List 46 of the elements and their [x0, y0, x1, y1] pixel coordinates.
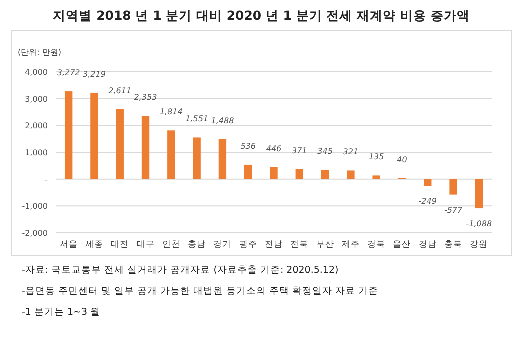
annotation: -읍면동 주민센터 및 일부 공개 가능한 대법원 등기소의 주택 확정일자 자료 기준 [22, 286, 379, 297]
data-label: 1,488 [211, 116, 234, 126]
y-tick-label: 2,000 [25, 122, 48, 131]
x-tick-label: 제주 [342, 240, 360, 250]
x-tick-label: 강원 [470, 240, 488, 250]
y-tick-label: -1,000 [22, 202, 48, 212]
y-tick-label: 3,000 [25, 94, 48, 104]
x-tick-label: 경남 [418, 240, 437, 250]
x-tick-label: 전북 [290, 240, 309, 250]
x-tick-label: 울산 [393, 240, 412, 250]
data-label: -1,088 [466, 220, 492, 229]
ylabel: (단위: 만원) [18, 48, 62, 57]
x-tick-label: 대전 [111, 240, 130, 250]
x-tick-label: 경기 [214, 240, 232, 250]
data-label: 135 [368, 152, 384, 162]
data-label: 1,551 [186, 114, 209, 124]
y-tick-label: 1,000 [25, 148, 48, 158]
x-tick-label: 광주 [239, 240, 258, 250]
data-label: 371 [292, 146, 308, 156]
y-tick-label: - [45, 175, 48, 184]
title: 지역별 2018 년 1 분기 대비 2020 년 1 분기 전세 재계약 비용 증가액 [53, 8, 470, 23]
x-tick-label: 충남 [188, 240, 206, 250]
data-label: 3,272 [57, 68, 80, 78]
data-label: 321 [343, 148, 359, 157]
x-tick-label: 경북 [368, 240, 386, 250]
data-label: 2,353 [134, 93, 158, 102]
x-tick-label: 대구 [136, 240, 155, 250]
data-label: 2,611 [108, 86, 132, 96]
data-label: 3,219 [83, 70, 106, 79]
data-label: 1,814 [160, 108, 183, 117]
data-label: 345 [318, 147, 333, 156]
data-label: 536 [240, 142, 256, 151]
data-label: -249 [418, 197, 437, 206]
data-label: -577 [444, 206, 464, 215]
x-tick-label: 전남 [265, 240, 283, 250]
annotation: -자료: 국토교통부 전세 실거래가 공개자료 (자료추출 기준: 2020.5.12) [22, 265, 339, 276]
x-tick-label: 충북 [444, 240, 463, 250]
x-tick-label: 세종 [85, 240, 104, 250]
y-tick-label: 4,000 [25, 68, 48, 77]
x-tick-label: 부산 [316, 240, 334, 250]
data-label: 446 [266, 144, 282, 154]
x-tick-label: 인천 [162, 240, 180, 250]
y-tick-label: -2,000 [22, 229, 48, 238]
data-label: 40 [397, 155, 408, 164]
x-tick-label: 서울 [60, 240, 78, 250]
annotation: -1 분기는 1~3 월 [22, 307, 101, 318]
